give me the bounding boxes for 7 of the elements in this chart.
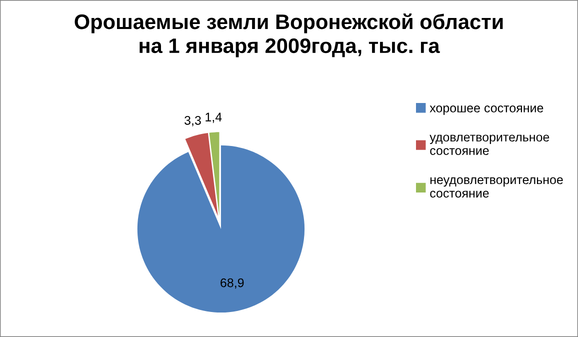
legend-label: хорошее состояние: [430, 106, 544, 115]
legend-label: неудовлетворительное состояние: [430, 177, 563, 198]
legend-label: удовлетворительное состояние: [430, 134, 550, 156]
data-label: 1,4: [206, 112, 222, 123]
chart-title: Орошаемые земли Воронежской области на 1 января 2009года, тыс. га: [74, 13, 503, 58]
data-label: 3,3: [184, 116, 201, 126]
data-label: 68,9: [220, 278, 244, 289]
